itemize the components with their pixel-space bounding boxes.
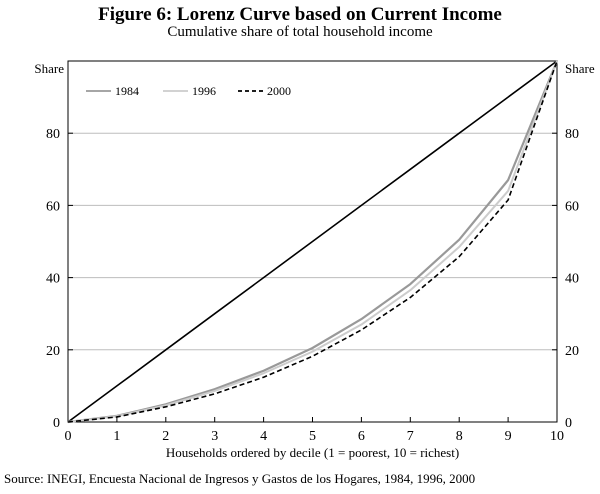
series-line-1996	[67, 60, 558, 423]
x-tick-label: 10	[550, 429, 564, 444]
legend-label-2000: 2000	[267, 84, 291, 98]
y-tick-label-right: 20	[565, 344, 579, 359]
x-tick-label: 0	[65, 429, 72, 444]
y-tick-label-left: 80	[46, 127, 60, 142]
x-axis-label: Households ordered by decile (1 = poores…	[166, 445, 459, 460]
y-tick-label-left: 60	[46, 199, 60, 214]
y-tick-label-left: 20	[46, 344, 60, 359]
x-tick-label: 8	[456, 429, 463, 444]
x-tick-label: 1	[113, 429, 120, 444]
y-tick-label-left: 0	[53, 416, 60, 431]
x-tick-label: 4	[260, 429, 267, 444]
y-axis-label-right: Share	[565, 61, 595, 76]
x-tick-label: 9	[505, 429, 512, 444]
x-tick-label: 3	[211, 429, 218, 444]
y-tick-label-left: 40	[46, 272, 60, 287]
y-tick-label-right: 0	[565, 416, 572, 431]
chart-subtitle: Cumulative share of total household inco…	[167, 24, 433, 40]
source-note: Source: INEGI, Encuesta Nacional de Ingr…	[4, 471, 476, 486]
y-axis-label-left: Share	[34, 61, 64, 76]
series-line-2000	[67, 60, 558, 423]
x-tick-label: 6	[358, 429, 365, 444]
x-tick-label: 7	[407, 429, 414, 444]
y-tick-label-right: 60	[565, 199, 579, 214]
y-tick-label-right: 80	[565, 127, 579, 142]
x-tick-label: 5	[309, 429, 316, 444]
y-tick-label-right: 40	[565, 272, 579, 287]
x-tick-label: 2	[162, 429, 169, 444]
legend-label-1984: 1984	[115, 84, 139, 98]
legend-label-1996: 1996	[192, 84, 216, 98]
equality-line	[67, 60, 558, 423]
chart-title: Figure 6: Lorenz Curve based on Current …	[98, 4, 502, 25]
